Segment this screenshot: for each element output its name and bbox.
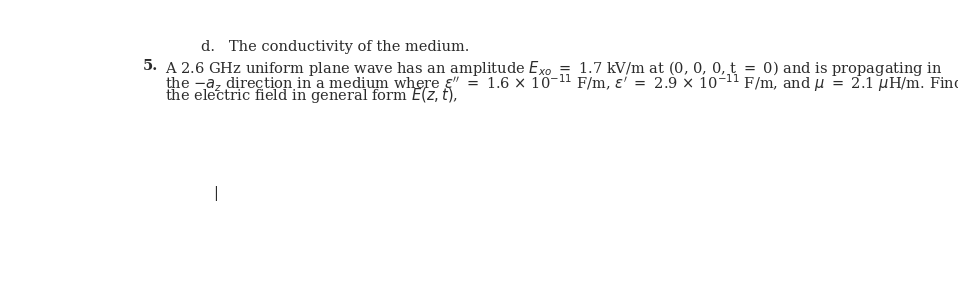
Text: the $-a_z$ direction in a medium where $\varepsilon''$ $=$ 1.6 $\times$ 10$^{-11: the $-a_z$ direction in a medium where $…	[165, 72, 958, 94]
Text: |: |	[213, 186, 217, 201]
Text: the electric field in general form $E(z, t)$,: the electric field in general form $E(z,…	[165, 86, 458, 105]
Text: d.   The conductivity of the medium.: d. The conductivity of the medium.	[201, 40, 469, 54]
Text: A 2.6 GHz uniform plane wave has an amplitude $E_{xo}$ $=$ 1.7 kV/m at (0, 0, 0,: A 2.6 GHz uniform plane wave has an ampl…	[165, 59, 942, 78]
Text: 5.: 5.	[143, 59, 158, 73]
